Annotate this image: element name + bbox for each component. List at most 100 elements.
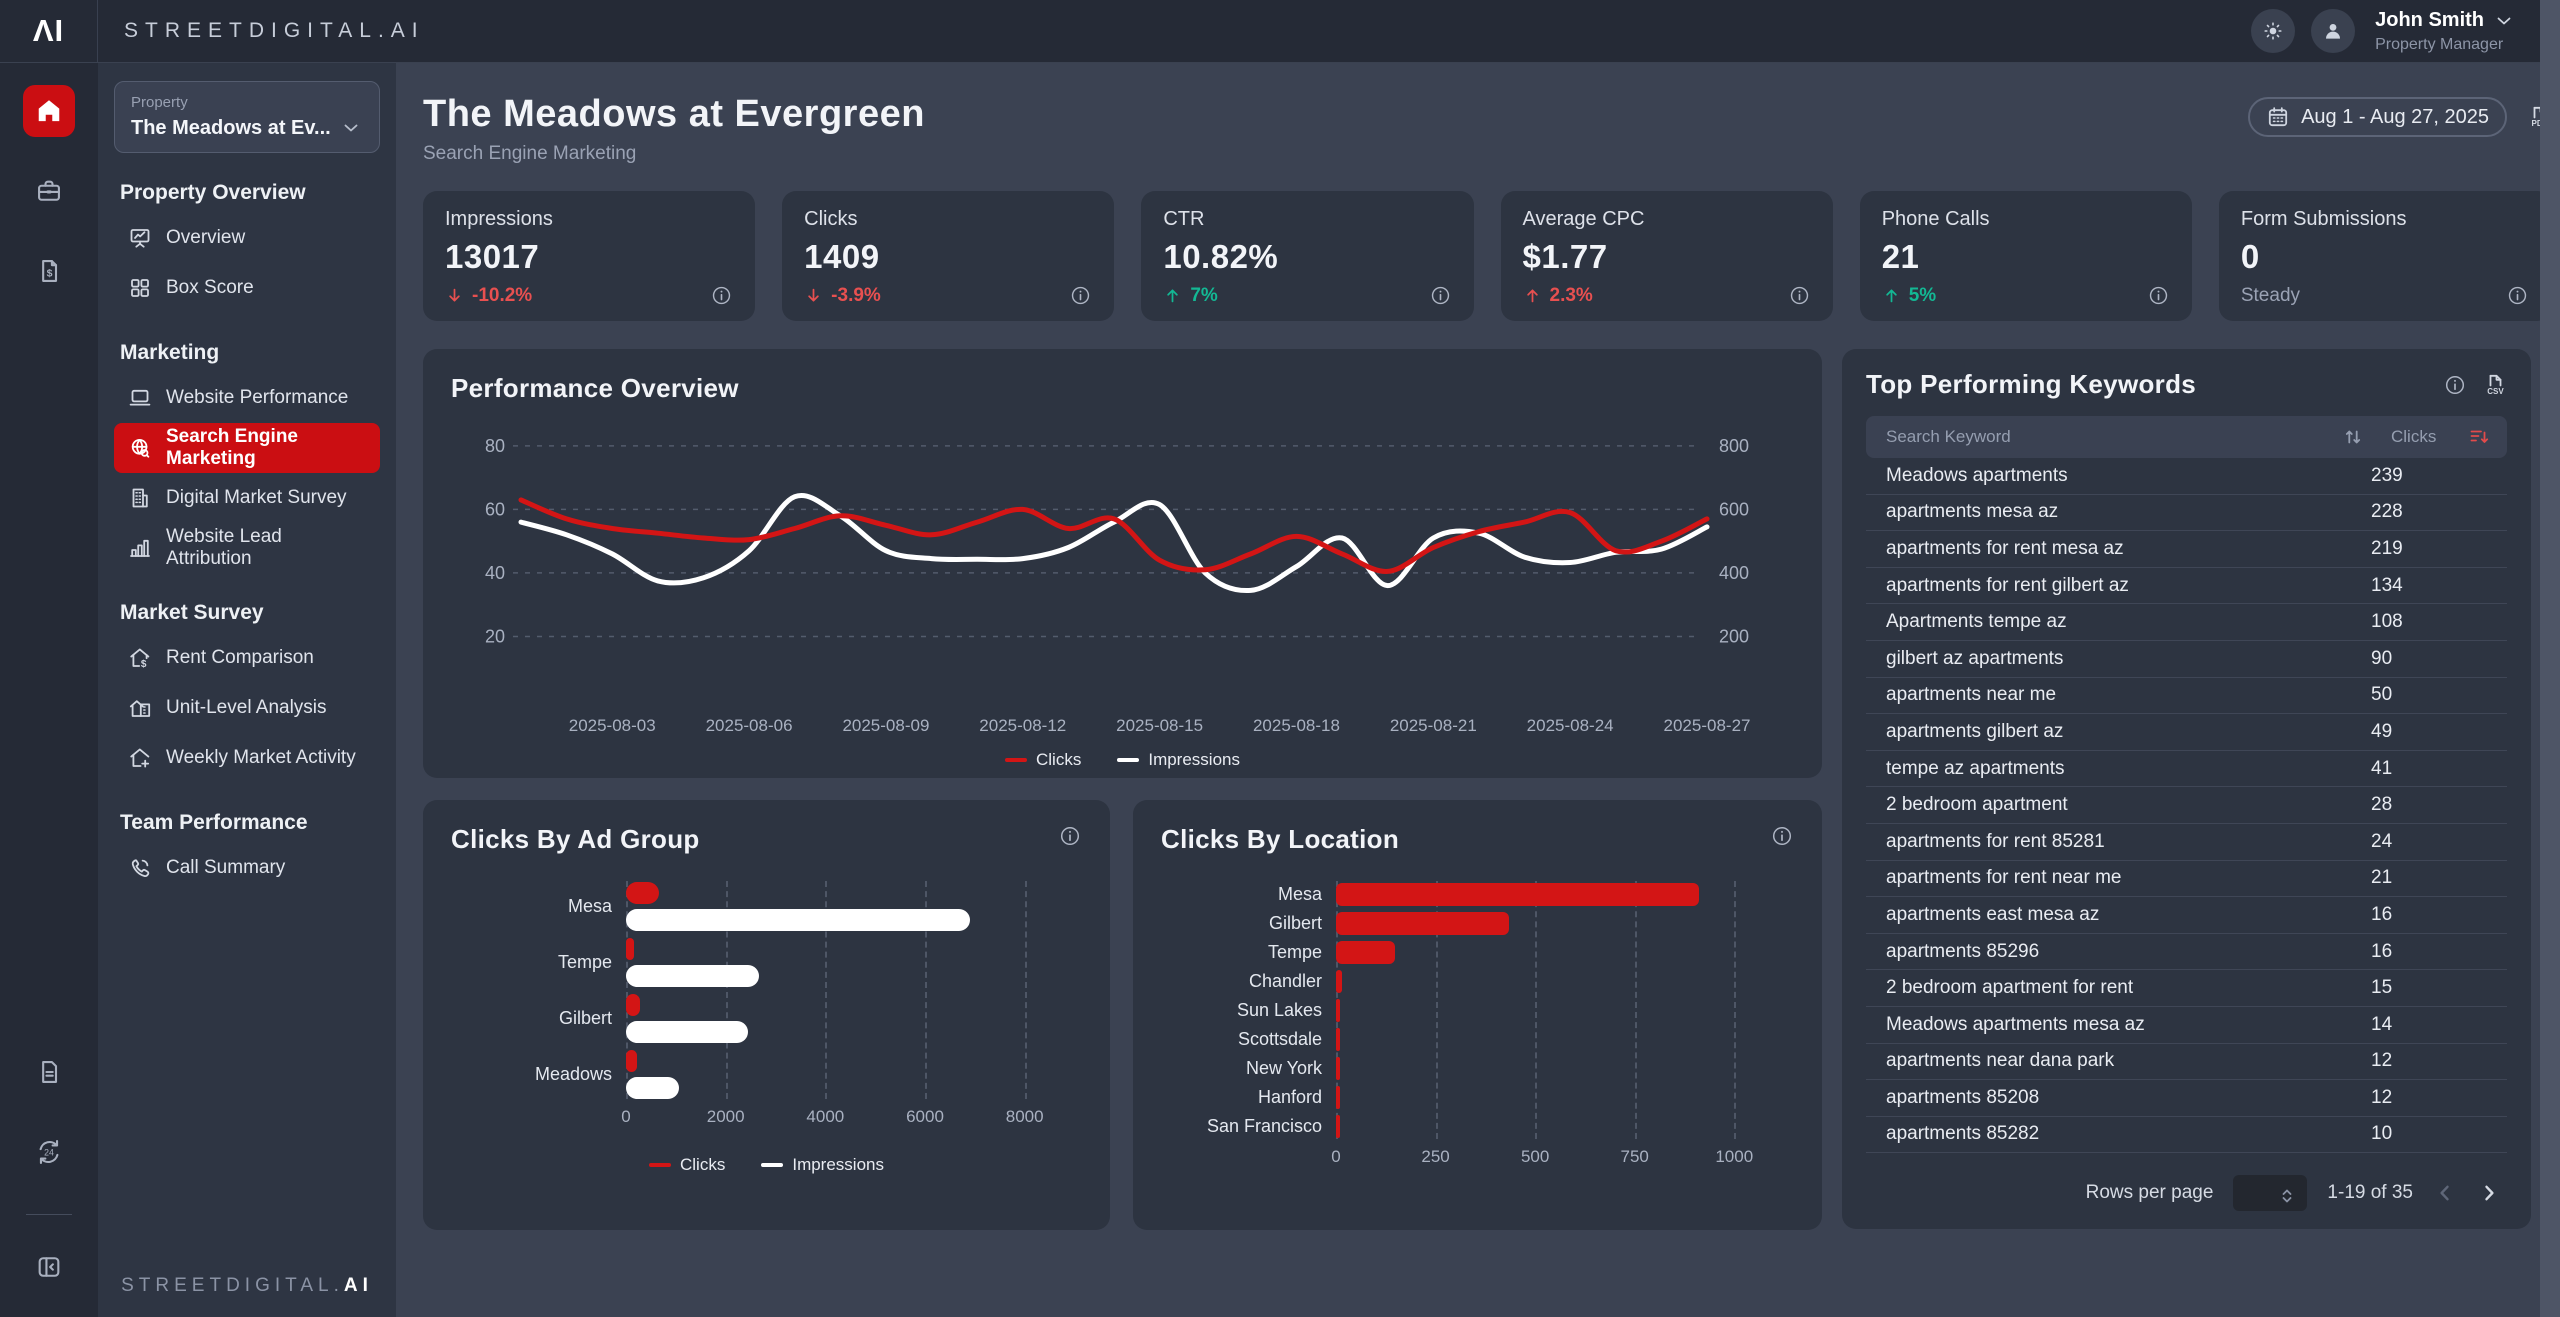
info-icon[interactable]: [2443, 373, 2467, 397]
keyword-row[interactable]: apartments near me 50: [1866, 678, 2507, 715]
bar-clicks[interactable]: [1336, 940, 1395, 964]
sidebar-item-website-lead-attribution[interactable]: Website Lead Attribution: [114, 523, 380, 573]
rows-per-page-select[interactable]: [2233, 1175, 2308, 1211]
bar-clicks[interactable]: [1336, 1085, 1340, 1109]
bar-clicks[interactable]: [1336, 1056, 1340, 1080]
keyword-clicks: 50: [2371, 684, 2393, 706]
bar-impressions[interactable]: [626, 908, 970, 931]
sidebar-item-weekly-market-activity[interactable]: Weekly Market Activity: [114, 733, 380, 783]
keyword-row[interactable]: apartments 85208 12: [1866, 1080, 2507, 1117]
keyword-row[interactable]: Apartments tempe az 108: [1866, 604, 2507, 641]
house-dollar-icon: $: [128, 646, 152, 670]
info-icon[interactable]: [1429, 284, 1452, 307]
keyword-row[interactable]: apartments near dana park 12: [1866, 1044, 2507, 1081]
bar-clicks[interactable]: [1336, 1027, 1340, 1051]
clicks-by-location-card: Clicks By Location Mesa Gilbert Tempe Chand…: [1133, 800, 1822, 1230]
column-search-keyword[interactable]: Search Keyword: [1886, 427, 2011, 446]
svg-text:400: 400: [1719, 563, 1749, 583]
bar-clicks[interactable]: [626, 937, 634, 960]
bar-clicks[interactable]: [1336, 1114, 1340, 1138]
keyword-row[interactable]: tempe az apartments 41: [1866, 751, 2507, 788]
bar-impressions[interactable]: [626, 964, 760, 987]
sidebar-item-search-engine-marketing[interactable]: Search Engine Marketing: [114, 423, 380, 473]
info-icon[interactable]: [1788, 284, 1811, 307]
bar-category-label: New York: [1245, 1057, 1322, 1078]
avatar[interactable]: [2311, 9, 2356, 53]
keyword-row[interactable]: gilbert az apartments 90: [1866, 641, 2507, 678]
kpi-trend: -10.2%: [445, 285, 532, 307]
keyword-row[interactable]: apartments 85282 10: [1866, 1117, 2507, 1154]
theme-toggle-button[interactable]: [2251, 9, 2296, 53]
keyword-row[interactable]: apartments for rent 85281 24: [1866, 824, 2507, 861]
sidebar: Property The Meadows at Ev... Property O…: [98, 63, 396, 1317]
bar-row-tempe: Tempe: [451, 937, 1082, 987]
keyword-row[interactable]: apartments 85296 16: [1866, 934, 2507, 971]
info-icon[interactable]: [710, 284, 733, 307]
rail-button-home[interactable]: [23, 85, 75, 137]
sidebar-item-unit-level-analysis[interactable]: Unit-Level Analysis: [114, 683, 380, 733]
sort-desc-icon[interactable]: [2467, 425, 2491, 449]
sidebar-item-overview[interactable]: Overview: [114, 213, 380, 263]
bar-clicks[interactable]: [1336, 969, 1342, 993]
user-icon: [2321, 19, 2345, 43]
keyword-row[interactable]: 2 bedroom apartment 28: [1866, 787, 2507, 824]
x-tick-label: 0: [1331, 1147, 1341, 1166]
info-icon[interactable]: [1058, 824, 1082, 848]
ad-group-x-axis: 0 2000 4000 6000 8000: [621, 1107, 1082, 1133]
sidebar-item-rent-comparison[interactable]: $ Rent Comparison: [114, 633, 380, 683]
sidebar-item-call-summary[interactable]: Call Summary: [114, 843, 380, 893]
rail-button-collapse-sidebar[interactable]: [23, 1241, 75, 1293]
bar-clicks[interactable]: [1336, 998, 1340, 1022]
keyword-row[interactable]: apartments mesa az 228: [1866, 495, 2507, 532]
bar-impressions[interactable]: [626, 1076, 679, 1099]
keyword-row[interactable]: Meadows apartments mesa az 14: [1866, 1007, 2507, 1044]
info-icon[interactable]: [2147, 284, 2170, 307]
keyword-row[interactable]: Meadows apartments 239: [1866, 458, 2507, 495]
sort-icon[interactable]: [2341, 425, 2365, 449]
bar-row-mesa: Mesa: [451, 881, 1082, 931]
collapse-icon: [35, 1253, 63, 1281]
kpi-row: Impressions 13017 -10.2% Clicks 1409 -3.9% CTR…: [423, 191, 2552, 321]
bar-clicks[interactable]: [1336, 882, 1700, 906]
bar-clicks[interactable]: [1336, 911, 1510, 935]
keywords-table-header: Search Keyword Clicks: [1866, 416, 2507, 458]
bar-clicks[interactable]: [626, 993, 640, 1016]
info-icon[interactable]: [1069, 284, 1092, 307]
sidebar-item-box-score[interactable]: Box Score: [114, 263, 380, 313]
next-page-button[interactable]: [2477, 1181, 2501, 1205]
kpi-card-form-submissions: Form Submissions 0 Steady: [2218, 191, 2552, 321]
keyword-row[interactable]: apartments for rent near me 21: [1866, 861, 2507, 898]
bar-impressions[interactable]: [626, 1020, 748, 1043]
export-csv-button[interactable]: CSV: [2483, 373, 2507, 397]
info-icon[interactable]: [1770, 824, 1794, 848]
bar-category-label: Mesa: [567, 895, 612, 916]
page-title: The Meadows at Evergreen: [423, 93, 925, 135]
previous-page-button[interactable]: [2433, 1181, 2457, 1205]
property-selector[interactable]: Property The Meadows at Ev...: [114, 81, 380, 153]
keyword-row[interactable]: 2 bedroom apartment for rent 15: [1866, 970, 2507, 1007]
keyword-row[interactable]: apartments for rent mesa az 219: [1866, 531, 2507, 568]
rail-button-refresh-24[interactable]: 24: [23, 1126, 75, 1178]
keyword-name: apartments for rent mesa az: [1886, 537, 2124, 559]
user-name: John Smith: [2375, 9, 2484, 31]
date-range-picker[interactable]: Aug 1 - Aug 27, 2025: [2248, 97, 2507, 137]
bar-clicks[interactable]: [626, 881, 659, 904]
bar-row-gilbert: Gilbert: [451, 993, 1082, 1043]
keyword-row[interactable]: apartments for rent gilbert az 134: [1866, 568, 2507, 605]
sidebar-item-website-performance[interactable]: Website Performance: [114, 373, 380, 423]
info-icon[interactable]: [2506, 284, 2529, 307]
rail-button-briefcase[interactable]: [23, 165, 75, 217]
keyword-row[interactable]: apartments east mesa az 16: [1866, 897, 2507, 934]
scrollbar[interactable]: [2540, 0, 2560, 1317]
rail-button-document[interactable]: [23, 1046, 75, 1098]
sidebar-item-digital-market-survey[interactable]: Digital Market Survey: [114, 473, 380, 523]
bar-clicks[interactable]: [626, 1049, 638, 1072]
column-clicks[interactable]: Clicks: [2391, 427, 2437, 446]
keyword-row[interactable]: apartments gilbert az 49: [1866, 714, 2507, 751]
bar-category-label: Gilbert: [558, 1007, 612, 1028]
rail-button-invoice[interactable]: $: [23, 245, 75, 297]
user-menu[interactable]: John Smith Property Manager: [2375, 9, 2516, 54]
bar-row-meadows: Meadows: [451, 1049, 1082, 1099]
performance-legend: Clicks Impressions: [451, 750, 1794, 770]
property-selector-label: Property: [131, 94, 188, 111]
